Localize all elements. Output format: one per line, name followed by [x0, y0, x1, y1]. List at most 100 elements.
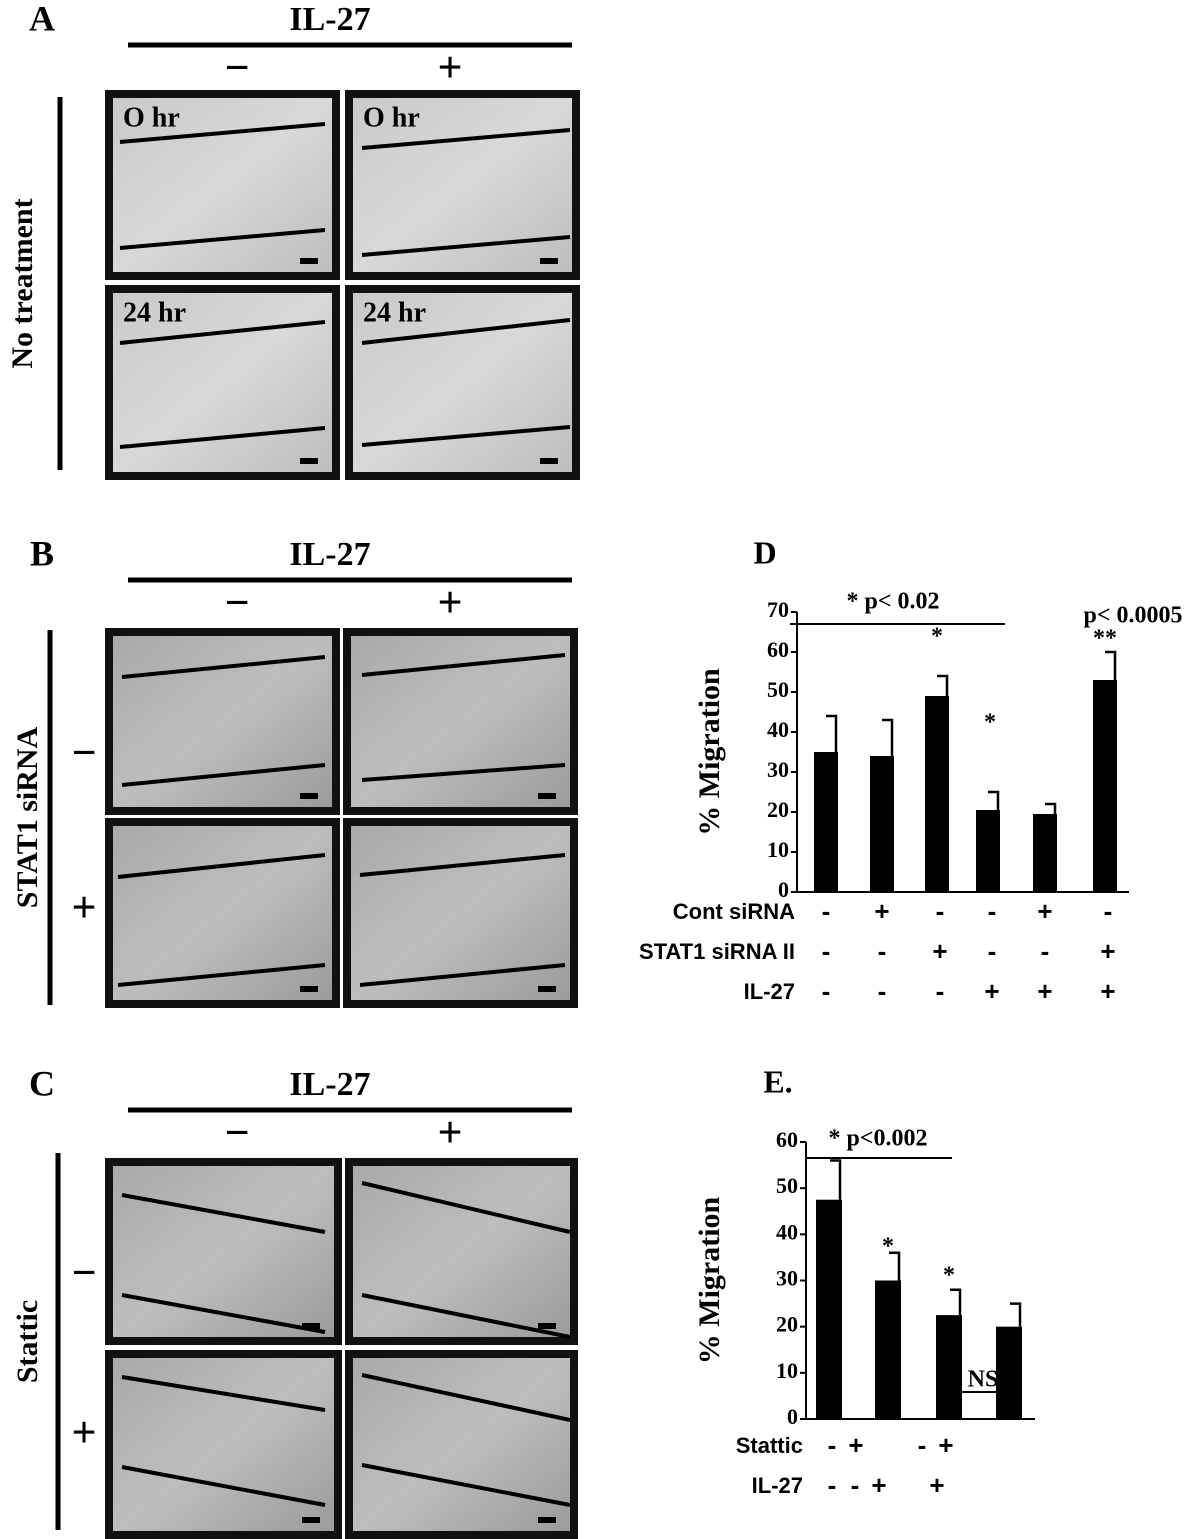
error-bar: [950, 1288, 962, 1316]
condition-label: STAT1 siRNA II: [639, 939, 795, 964]
condition-sign: +: [932, 936, 947, 966]
scale-bar: [538, 1323, 556, 1329]
wound-edge: [361, 425, 571, 447]
row-sign: +: [71, 1408, 96, 1457]
condition-sign: +: [871, 1470, 886, 1500]
scale-bar: [302, 1323, 320, 1329]
y-tick-label: 20: [767, 797, 789, 822]
annotation: *: [984, 710, 996, 736]
condition-sign: +: [1100, 976, 1115, 1006]
wound-edge: [117, 963, 326, 987]
y-tick-label: 50: [767, 677, 789, 702]
y-tick-label: 60: [767, 637, 789, 662]
micrograph: [343, 628, 578, 815]
bar: [816, 1199, 842, 1419]
micrograph: [345, 1158, 578, 1345]
wound-edge: [361, 653, 566, 677]
condition-sign: -: [822, 936, 831, 966]
y-tick-label: 30: [767, 757, 789, 782]
wound-edge: [121, 1375, 326, 1412]
wound-edge: [359, 963, 566, 987]
wound-edge: [119, 320, 326, 345]
panel-header: IL-27: [289, 1, 370, 38]
wound-edge: [359, 853, 566, 877]
condition-sign: +: [874, 896, 889, 926]
condition-sign: +: [929, 1470, 944, 1500]
scale-bar: [538, 986, 556, 992]
bar: [1033, 814, 1057, 892]
micrograph: [105, 1350, 342, 1539]
wound-edge: [361, 318, 571, 345]
y-tick-label: 0: [787, 1404, 798, 1429]
error-bar: [1105, 650, 1117, 680]
error-bar: [882, 718, 894, 756]
scale-bar: [538, 793, 556, 799]
condition-sign: +: [984, 976, 999, 1006]
wound-edge: [117, 853, 326, 879]
wound-edge: [121, 1465, 326, 1507]
wound-edge: [361, 1463, 571, 1507]
side-label: STAT1 siRNA: [11, 726, 44, 908]
scale-bar: [300, 458, 318, 464]
condition-sign: +: [848, 1430, 863, 1460]
wound-edge: [361, 1373, 571, 1422]
wound-edge: [121, 1293, 326, 1334]
bar: [814, 752, 838, 892]
wound-edge: [361, 763, 566, 782]
y-tick-label: 20: [776, 1312, 798, 1337]
bar: [936, 1315, 962, 1419]
condition-sign: +: [1100, 936, 1115, 966]
error-bar: [830, 1159, 842, 1200]
scale-bar: [300, 793, 318, 799]
panel-letter: A: [29, 0, 55, 38]
chart-title: E.: [763, 1063, 792, 1099]
condition-sign: -: [822, 896, 831, 926]
scale-bar: [300, 986, 318, 992]
micrograph: [105, 1158, 342, 1345]
side-label: No treatment: [6, 198, 39, 368]
panel-header: IL-27: [289, 536, 370, 573]
y-axis-label: % Migration: [693, 1196, 726, 1364]
micrograph: [105, 90, 340, 280]
wound-edge: [361, 1293, 571, 1339]
column-sign: −: [224, 1108, 249, 1157]
row-sign: +: [71, 883, 96, 932]
condition-sign: +: [1037, 976, 1052, 1006]
condition-sign: -: [918, 1430, 927, 1460]
condition-sign: -: [936, 896, 945, 926]
bar: [1093, 680, 1117, 892]
annotation: * p<0.002: [828, 1126, 927, 1152]
condition-sign: +: [1037, 896, 1052, 926]
y-tick-label: 60: [776, 1127, 798, 1152]
condition-sign: -: [878, 976, 887, 1006]
side-label: Stattic: [11, 1300, 44, 1383]
row-sign: −: [71, 728, 96, 777]
panel-header: IL-27: [289, 1066, 370, 1103]
error-bar: [937, 674, 949, 696]
column-sign: +: [437, 1108, 462, 1157]
scale-bar: [540, 258, 558, 264]
y-tick-label: 0: [778, 877, 789, 902]
wound-edge: [361, 235, 571, 257]
scale-bar: [540, 458, 558, 464]
scale-bar: [538, 1517, 556, 1523]
time-label: 24 hr: [123, 297, 186, 328]
condition-label: IL-27: [744, 979, 795, 1004]
y-tick-label: 10: [767, 837, 789, 862]
annotation: *: [882, 1234, 894, 1260]
condition-label: Cont siRNA: [673, 899, 795, 924]
condition-sign: -: [1041, 936, 1050, 966]
micrograph: [345, 1350, 578, 1539]
y-tick-label: 40: [776, 1219, 798, 1244]
bar: [925, 696, 949, 892]
column-sign: −: [224, 43, 249, 92]
annotation: NS: [968, 1367, 999, 1393]
time-label: O hr: [123, 102, 180, 133]
column-sign: +: [437, 43, 462, 92]
time-label: 24 hr: [363, 297, 426, 328]
annotation: * p< 0.02: [846, 589, 939, 615]
wound-edge: [361, 1181, 571, 1234]
y-tick-label: 50: [776, 1173, 798, 1198]
condition-sign: -: [988, 896, 997, 926]
y-tick-label: 10: [776, 1358, 798, 1383]
